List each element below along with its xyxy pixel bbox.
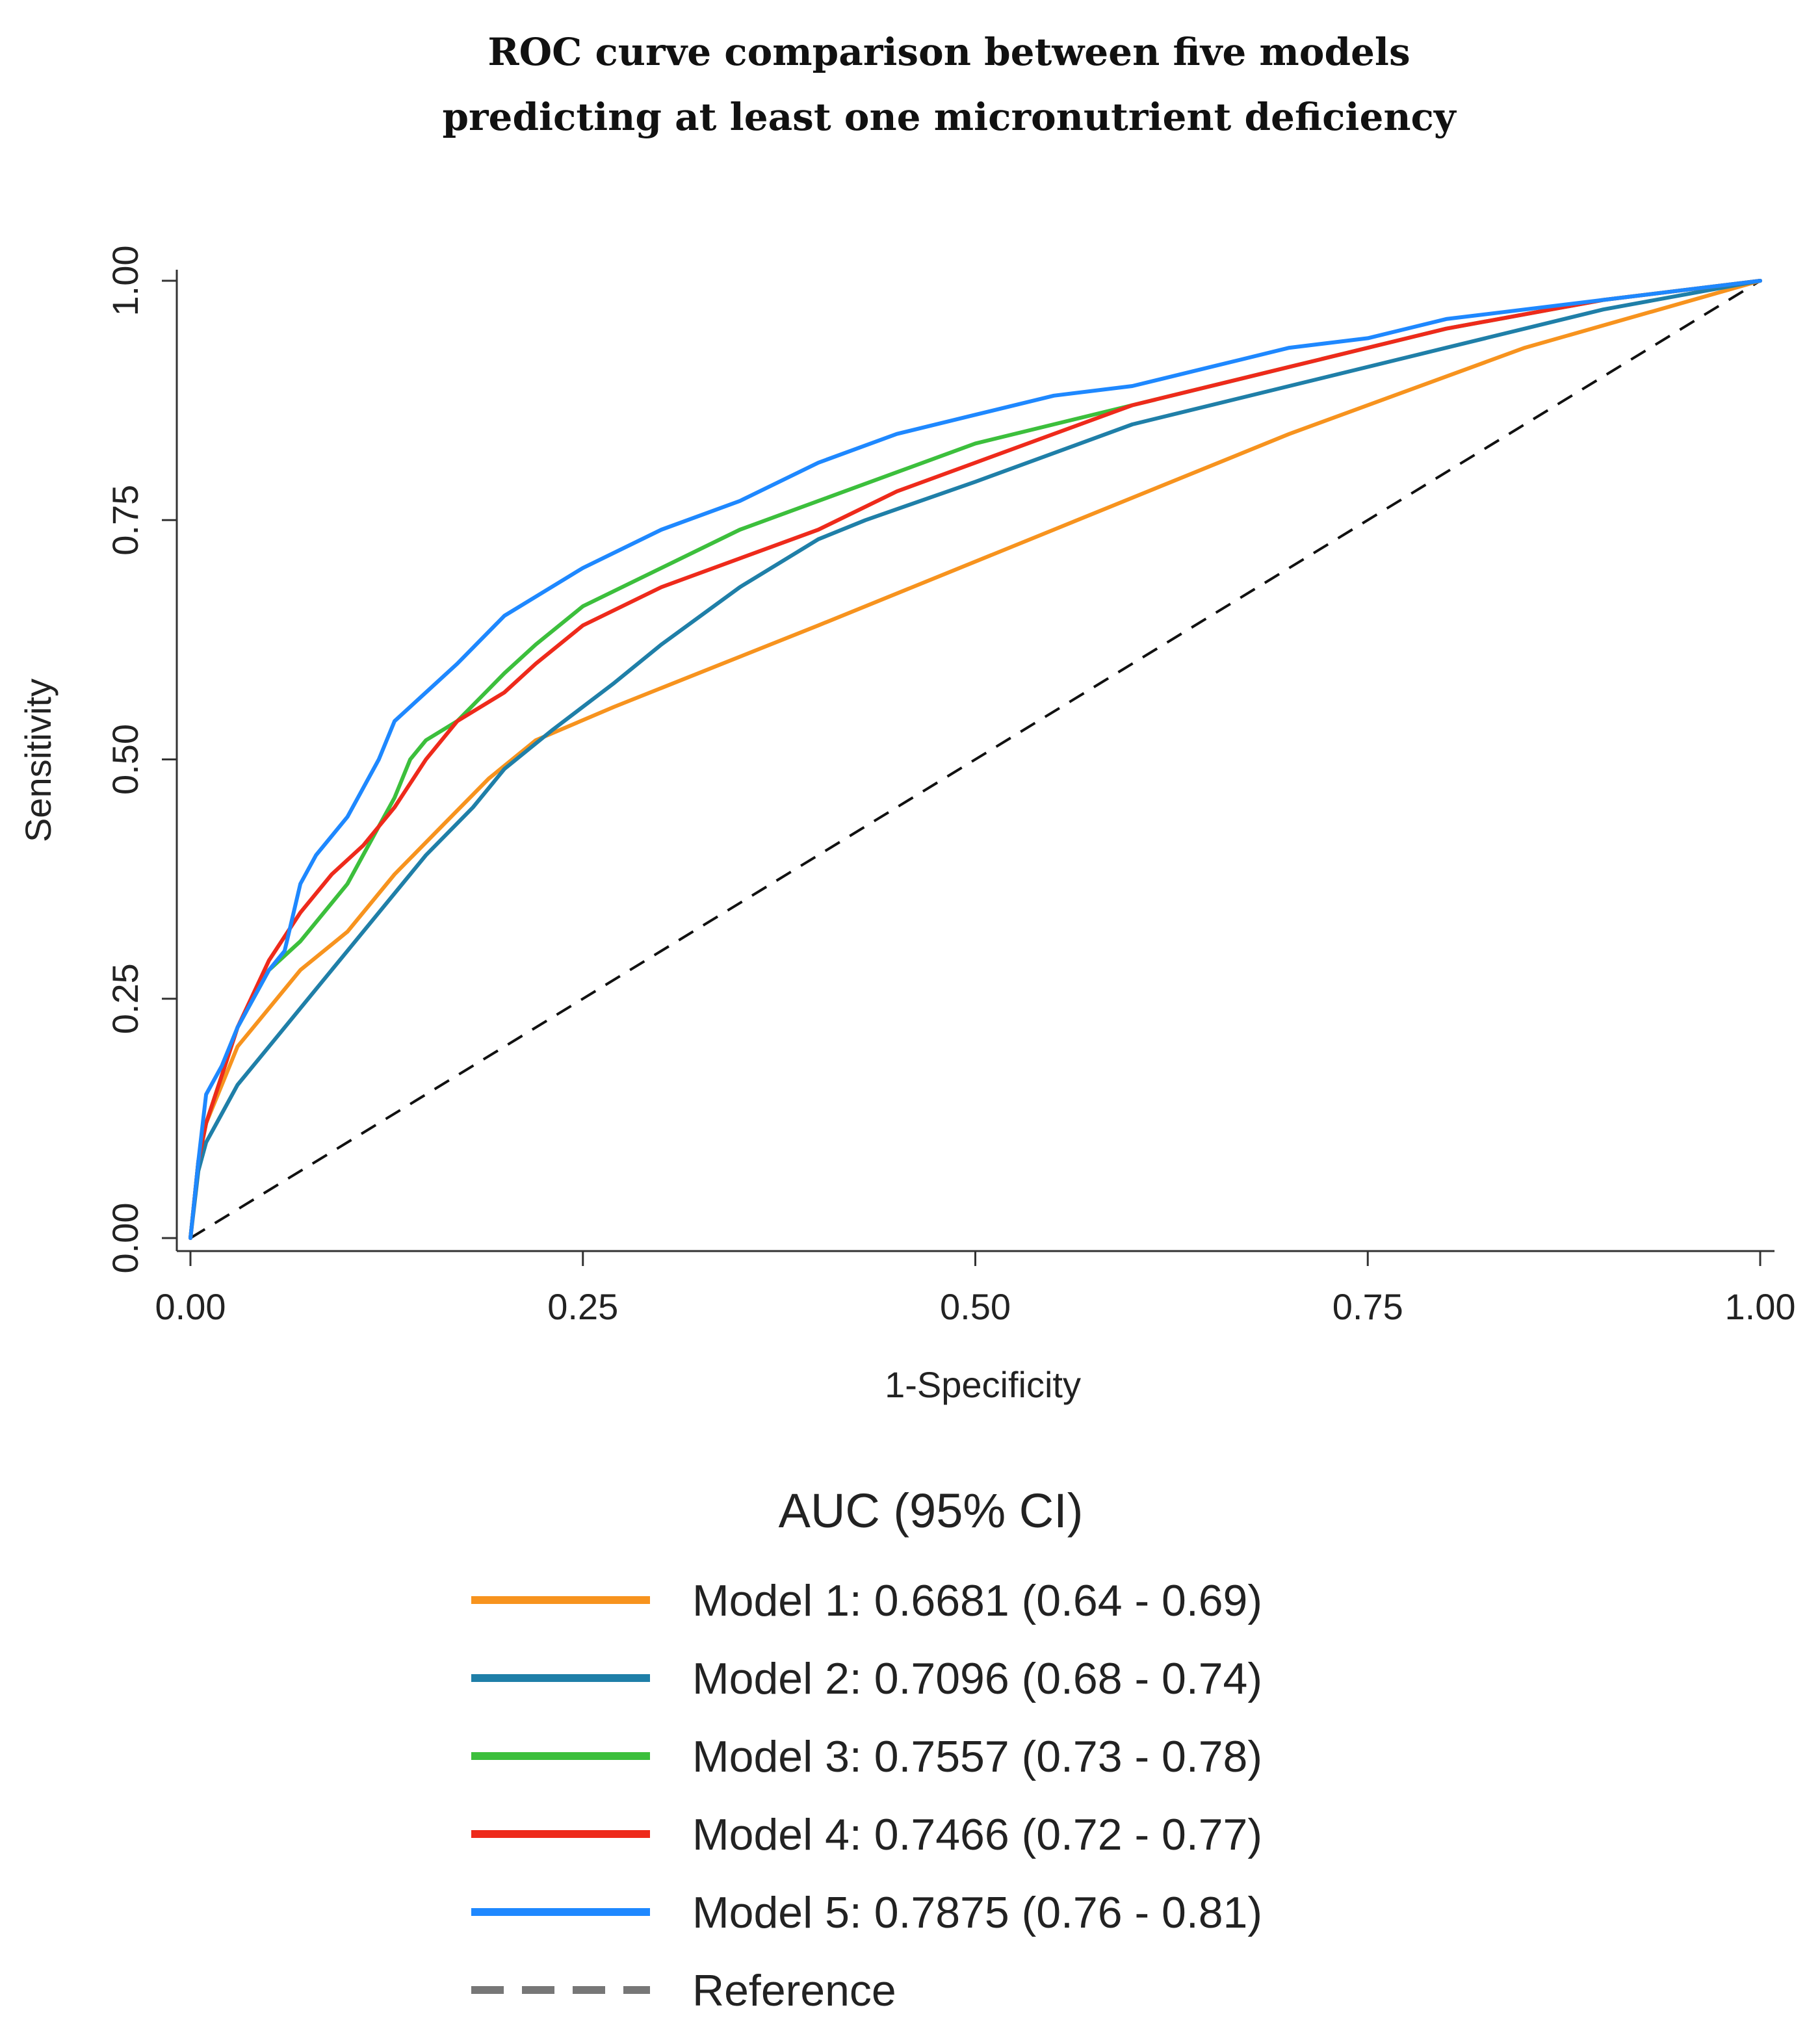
y-tick-label: 0.50 — [105, 724, 146, 795]
y-tick-label: 1.00 — [105, 246, 146, 317]
legend-title: AUC (95% CI) — [779, 1484, 1084, 1538]
x-tick-label: 0.50 — [940, 1286, 1011, 1327]
legend-label: Reference — [692, 1966, 896, 2015]
series-line-1 — [188, 279, 1762, 1240]
x-tick-label: 0.25 — [547, 1286, 618, 1327]
chart-title-line-1: ROC curve comparison between five models — [488, 30, 1410, 74]
chart-title-line-2: predicting at least one micronutrient de… — [442, 95, 1457, 139]
legend-label: Model 5: 0.7875 (0.76 - 0.81) — [692, 1888, 1262, 1937]
series-line-2 — [188, 279, 1762, 1240]
plot-area: 0.00 0.25 0.50 0.75 1.00 0.00 0.25 0.50 0.75 1.00 — [105, 246, 1796, 1328]
y-axis-label: Sensitivity — [18, 678, 58, 842]
legend-label: Model 3: 0.7557 (0.73 - 0.78) — [692, 1732, 1262, 1781]
x-tick-label: 0.75 — [1332, 1286, 1403, 1327]
x-tick-label: 1.00 — [1725, 1286, 1796, 1327]
x-tick-label: 0.00 — [155, 1286, 226, 1327]
y-tick-label: 0.75 — [105, 485, 146, 556]
legend-label: Model 4: 0.7466 (0.72 - 0.77) — [692, 1810, 1262, 1859]
series-line-6 — [189, 279, 1762, 1239]
y-tick-label: 0.25 — [105, 963, 146, 1034]
y-tick-label: 0.00 — [105, 1203, 146, 1274]
series-line-5 — [188, 279, 1762, 1240]
x-axis-label: 1-Specificity — [885, 1364, 1081, 1405]
legend-label: Model 1: 0.6681 (0.64 - 0.69) — [692, 1576, 1262, 1625]
legend-label: Model 2: 0.7096 (0.68 - 0.74) — [692, 1654, 1262, 1703]
legend: Model 1: 0.6681 (0.64 - 0.69) Model 2: 0.… — [471, 1576, 1262, 2015]
